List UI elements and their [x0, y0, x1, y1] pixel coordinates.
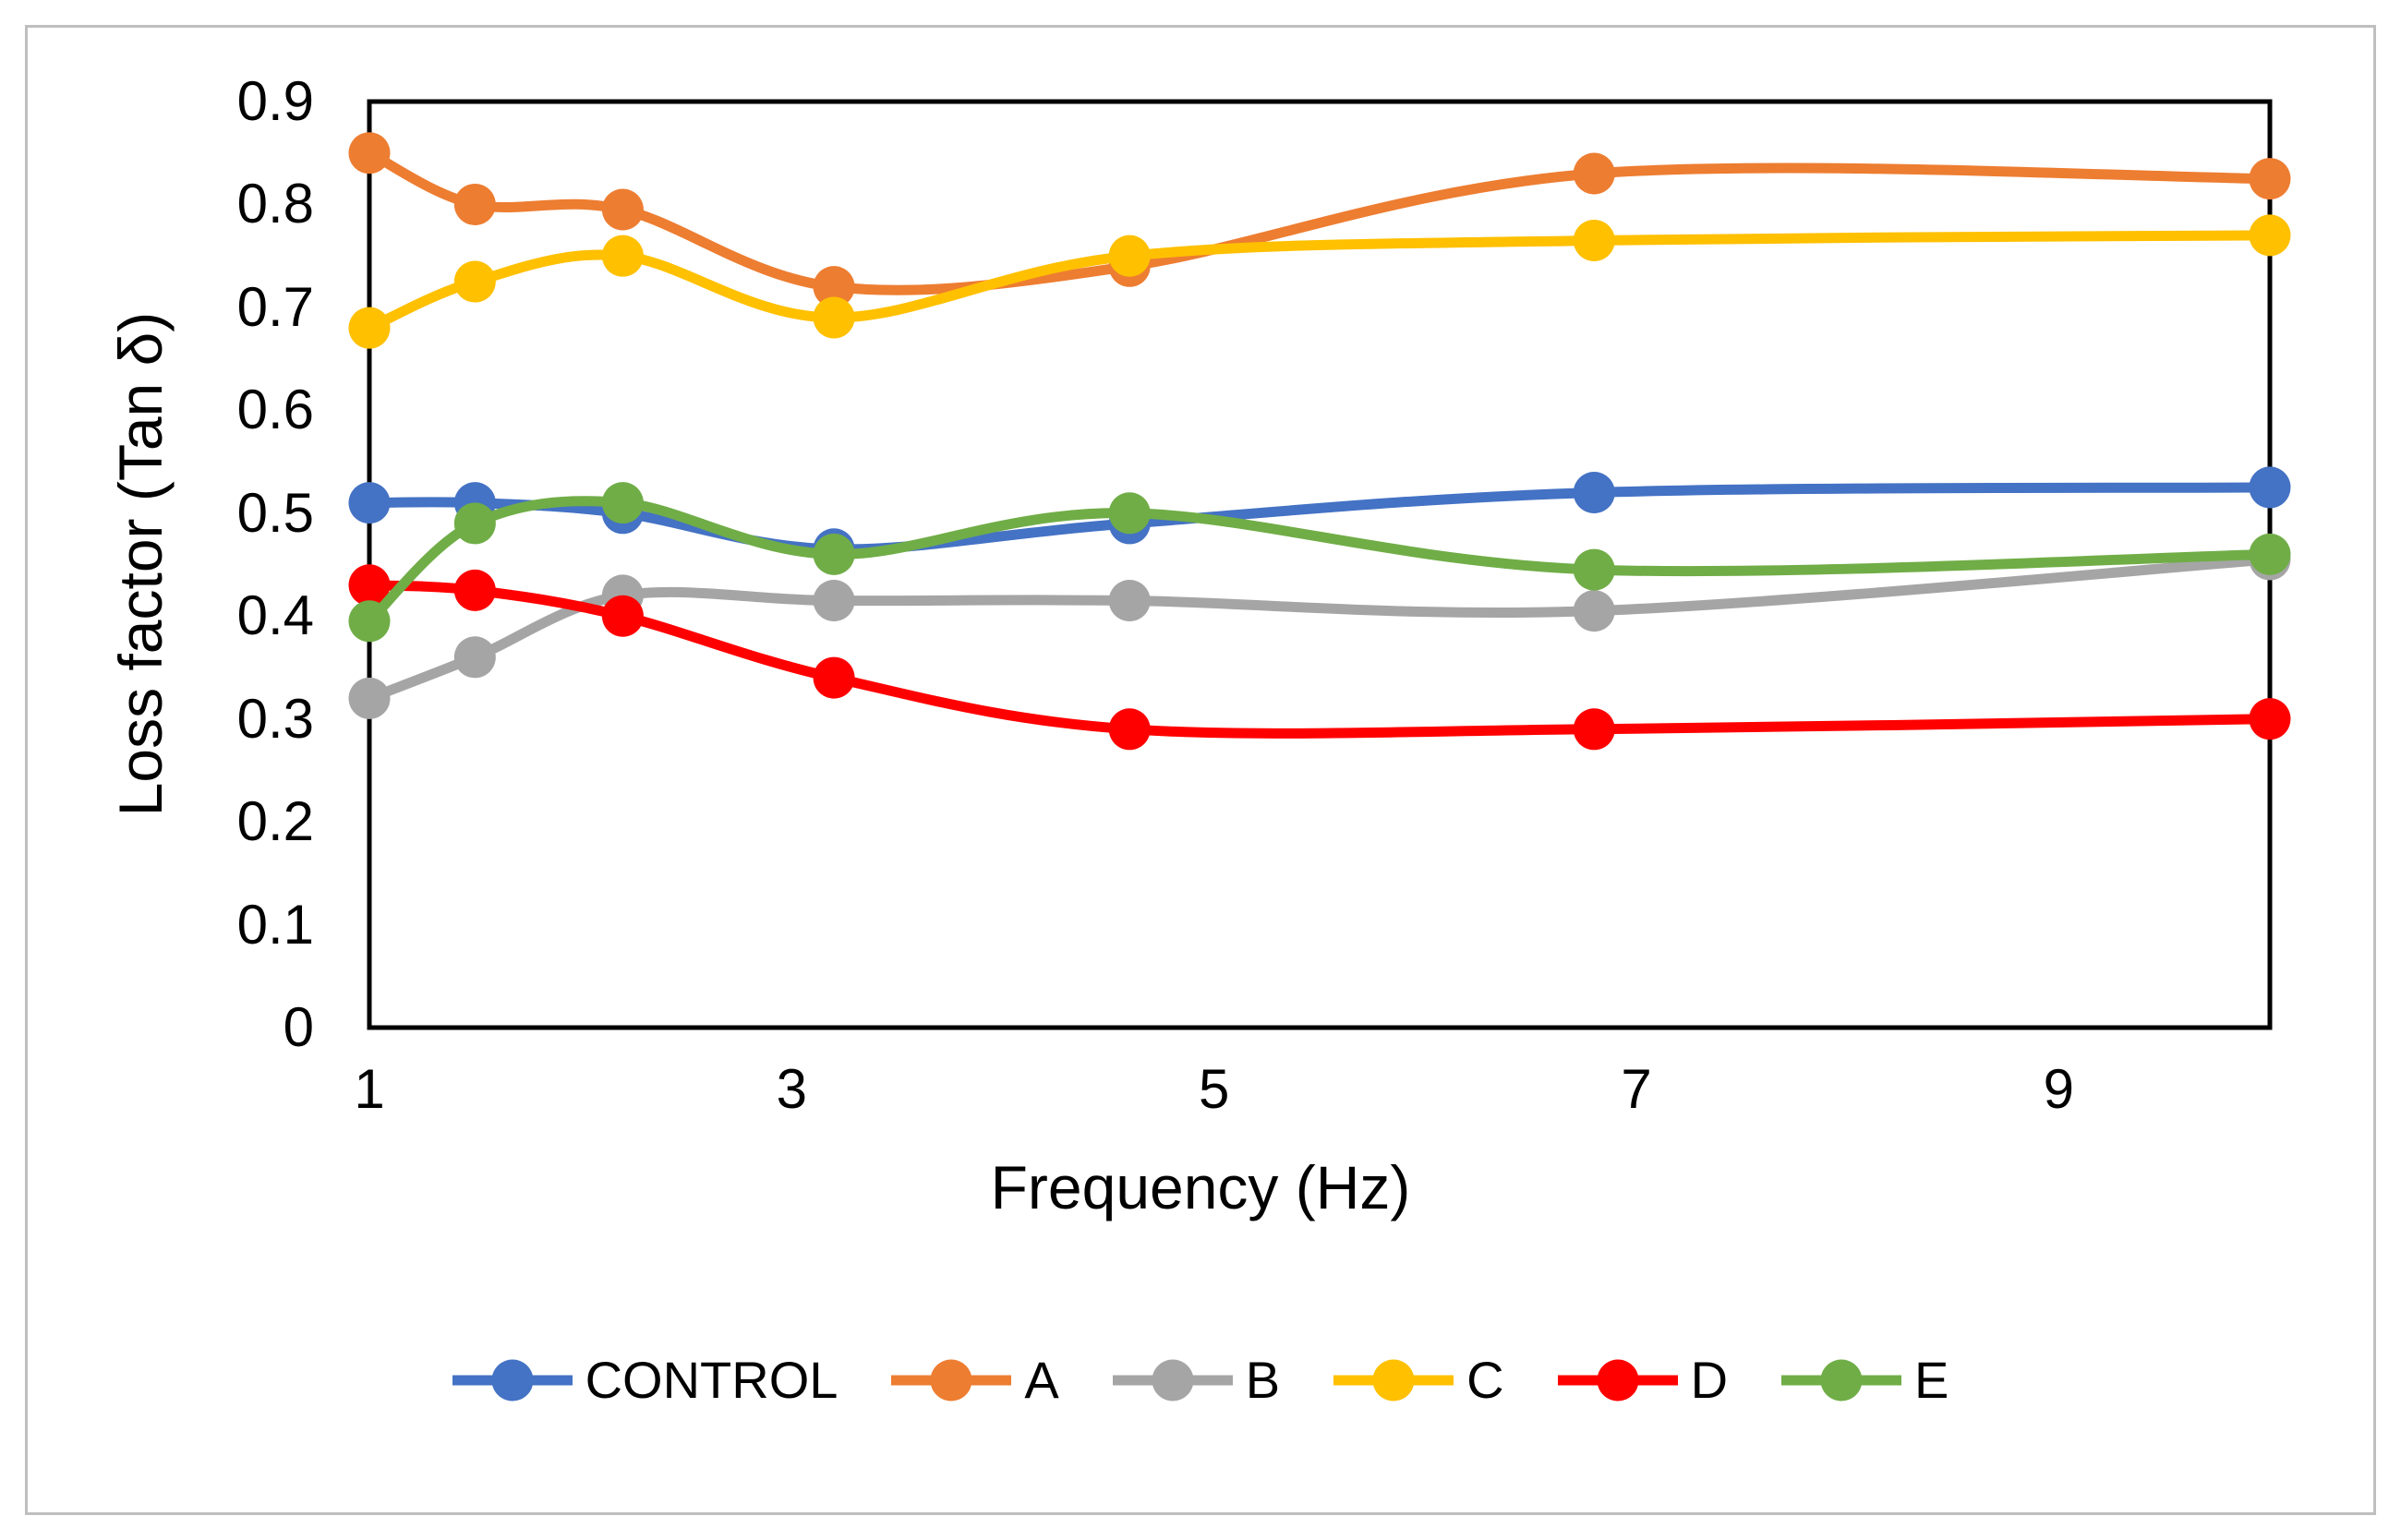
series-marker-E-4.6 [1108, 492, 1151, 535]
series-marker-C-1 [348, 307, 391, 349]
series-marker-C-3.2 [813, 296, 855, 339]
series-marker-B-3.2 [813, 580, 855, 622]
series-marker-E-1.5 [453, 502, 496, 545]
series-line-E [364, 496, 2275, 627]
legend-marker-C [1333, 1359, 1454, 1402]
series-marker-D-10 [2249, 698, 2291, 740]
y-tick-label-0.6: 0.6 [236, 379, 314, 441]
legend-dot-D [1597, 1359, 1639, 1402]
series-marker-A-3.2 [813, 266, 855, 308]
x-tick-label-1: 1 [354, 1058, 385, 1120]
y-tick-label-0.5: 0.5 [236, 481, 314, 544]
series-line-D [364, 580, 2275, 739]
y-tick-label-0.2: 0.2 [236, 790, 314, 853]
legend-item-D: D [1557, 1343, 1729, 1417]
legend-dot-B [1152, 1359, 1194, 1402]
y-tick-label-0.9: 0.9 [236, 70, 314, 132]
series-marker-D-2.2 [601, 595, 644, 637]
x-tick-label-9: 9 [2043, 1058, 2075, 1120]
legend-marker-D [1557, 1359, 1678, 1402]
x-tick-label-3: 3 [776, 1058, 808, 1120]
series-marker-E-1 [348, 600, 391, 643]
series-marker-B-6.8 [1573, 590, 1615, 632]
series-marker-B-4.6 [1108, 580, 1151, 622]
series-marker-C-10 [2249, 214, 2291, 257]
y-tick-label-0.3: 0.3 [236, 687, 314, 750]
y-tick-label-0: 0 [283, 996, 314, 1058]
legend-dot-A [930, 1359, 972, 1402]
series-marker-CONTROL-1 [348, 482, 391, 524]
legend-item-E: E [1781, 1343, 1949, 1417]
series-marker-C-4.6 [1108, 235, 1151, 277]
series-line-C [364, 230, 2275, 333]
legend-item-CONTROL: CONTROL [452, 1343, 839, 1417]
y-tick-label-0.7: 0.7 [236, 275, 314, 338]
series-marker-B-1.5 [453, 636, 496, 679]
legend-marker-A [891, 1359, 1012, 1402]
legend-marker-E [1781, 1359, 1902, 1402]
legend-item-C: C [1333, 1343, 1504, 1417]
legend-label-A: A [1024, 1351, 1059, 1409]
legend-marker-B [1112, 1359, 1233, 1402]
series-marker-E-2.2 [601, 482, 644, 524]
x-axis-title: Frequency (Hz) [990, 1153, 1411, 1221]
legend-label-C: C [1466, 1351, 1504, 1409]
legend-label-B: B [1245, 1351, 1281, 1409]
series-marker-C-6.8 [1573, 219, 1615, 261]
series-marker-E-3.2 [813, 533, 855, 575]
legend-label-E: E [1914, 1351, 1949, 1409]
x-tick-label-5: 5 [1198, 1058, 1230, 1120]
series-marker-D-3.2 [813, 656, 855, 699]
series-marker-E-10 [2249, 533, 2291, 575]
series-marker-A-10 [2249, 158, 2291, 200]
series-marker-D-1.5 [453, 569, 496, 611]
series-marker-E-6.8 [1573, 548, 1615, 591]
series-marker-A-1 [348, 132, 391, 174]
legend-label-D: D [1690, 1351, 1729, 1409]
y-tick-label-0.4: 0.4 [236, 584, 314, 647]
legend-item-B: B [1112, 1343, 1281, 1417]
series-marker-C-1.5 [453, 260, 496, 303]
x-tick-label-7: 7 [1621, 1058, 1652, 1120]
legend-item-A: A [891, 1343, 1059, 1417]
series-marker-A-2.2 [601, 188, 644, 231]
y-tick-label-0.8: 0.8 [236, 173, 314, 235]
series-marker-D-6.8 [1573, 708, 1615, 751]
series-marker-B-1 [348, 677, 391, 719]
legend-dot-E [1820, 1359, 1863, 1402]
series-line-A [364, 148, 2275, 295]
legend-dot-C [1372, 1359, 1415, 1402]
y-tick-label-0.1: 0.1 [236, 893, 314, 956]
series-marker-D-1 [348, 564, 391, 607]
series-marker-D-4.6 [1108, 708, 1151, 751]
series-marker-A-1.5 [453, 183, 496, 225]
series-marker-CONTROL-10 [2249, 466, 2291, 509]
legend-dot-CONTROL [491, 1359, 534, 1402]
legend-marker-CONTROL [452, 1359, 573, 1402]
series-marker-C-2.2 [601, 235, 644, 277]
series-marker-A-6.8 [1573, 152, 1615, 195]
legend-label-CONTROL: CONTROL [585, 1351, 839, 1409]
series-line-B [364, 554, 2275, 704]
legend: CONTROL A B C D E [0, 1343, 2401, 1417]
series-marker-CONTROL-6.8 [1573, 471, 1615, 513]
